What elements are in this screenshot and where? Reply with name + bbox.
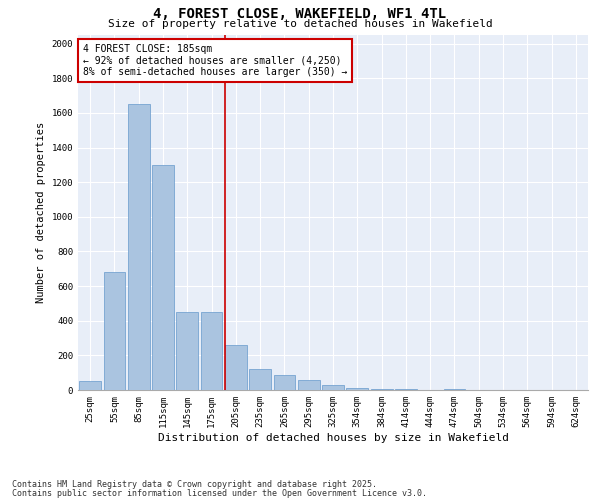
Bar xyxy=(371,388,392,390)
Bar xyxy=(225,345,247,390)
Y-axis label: Number of detached properties: Number of detached properties xyxy=(36,122,46,303)
Bar xyxy=(176,312,198,390)
Bar xyxy=(298,380,320,390)
Bar xyxy=(128,104,149,390)
Bar xyxy=(79,382,101,390)
Bar xyxy=(200,312,223,390)
Text: Size of property relative to detached houses in Wakefield: Size of property relative to detached ho… xyxy=(107,19,493,29)
Text: 4, FOREST CLOSE, WAKEFIELD, WF1 4TL: 4, FOREST CLOSE, WAKEFIELD, WF1 4TL xyxy=(154,8,446,22)
Bar xyxy=(104,272,125,390)
Bar xyxy=(152,165,174,390)
Bar xyxy=(274,376,295,390)
Text: 4 FOREST CLOSE: 185sqm
← 92% of detached houses are smaller (4,250)
8% of semi-d: 4 FOREST CLOSE: 185sqm ← 92% of detached… xyxy=(83,44,347,77)
Bar xyxy=(443,389,466,390)
Bar xyxy=(346,388,368,390)
X-axis label: Distribution of detached houses by size in Wakefield: Distribution of detached houses by size … xyxy=(157,432,509,442)
Bar xyxy=(395,389,417,390)
Bar xyxy=(322,385,344,390)
Text: Contains HM Land Registry data © Crown copyright and database right 2025.: Contains HM Land Registry data © Crown c… xyxy=(12,480,377,489)
Text: Contains public sector information licensed under the Open Government Licence v3: Contains public sector information licen… xyxy=(12,488,427,498)
Bar xyxy=(249,369,271,390)
